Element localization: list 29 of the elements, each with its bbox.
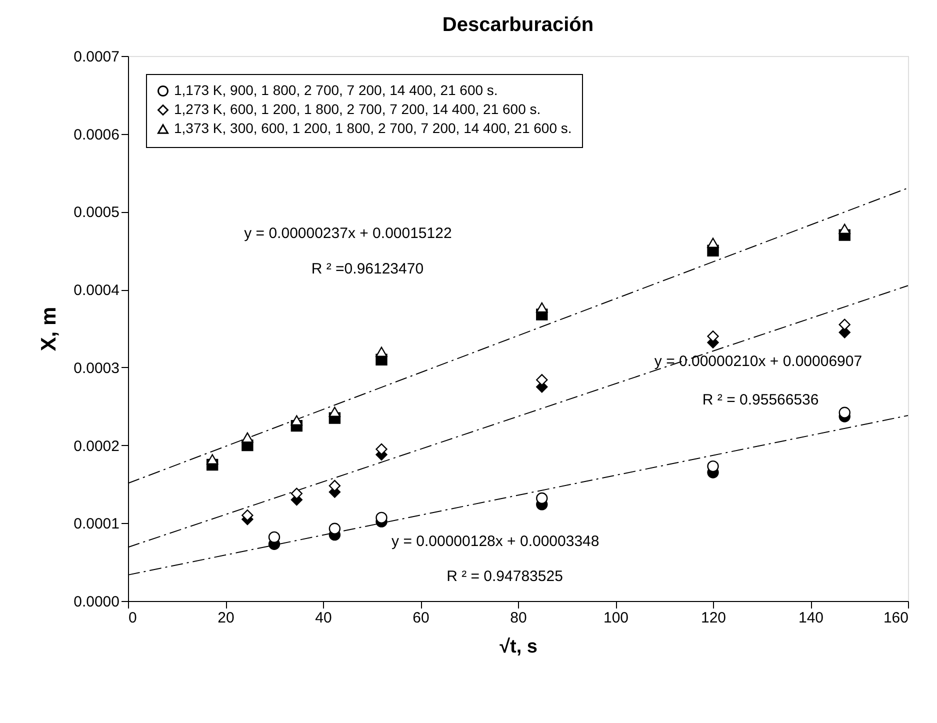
x-tick-label: 40 xyxy=(315,610,332,626)
y-tick-label: 0.0003 xyxy=(74,360,120,377)
y-tick-label: 0.0007 xyxy=(74,48,120,66)
annotation: y = 0.00000237x + 0.00015122 xyxy=(244,225,452,242)
y-tick-label: 0.0006 xyxy=(74,126,120,144)
x-tick-label: 60 xyxy=(412,610,430,626)
x-tick-label: 120 xyxy=(700,610,726,626)
annotation: y = 0.00000128x + 0.00003348 xyxy=(392,533,600,550)
x-tick-label: 160 xyxy=(883,610,908,626)
legend-label: 1,373 K, 300, 600, 1 200, 1 800, 2 700, 7 200, 14 400, 21 600 s. xyxy=(174,120,572,136)
annotation: y = 0.00000210x + 0.00006907 xyxy=(654,353,862,370)
x-tick-label: 80 xyxy=(510,610,527,626)
x-tick-label: 0 xyxy=(128,610,137,626)
annotation: R ² = 0.94783525 xyxy=(446,568,563,585)
chart-title: Descarburación xyxy=(442,14,594,36)
annotation: R ² =0.96123470 xyxy=(311,260,424,278)
y-axis-title: X, m xyxy=(38,306,61,352)
y-tick-label: 0.0001 xyxy=(74,516,120,533)
x-tick-label: 140 xyxy=(798,610,824,626)
x-tick-label: 100 xyxy=(603,610,629,626)
x-axis-title: √t, s xyxy=(500,636,538,658)
y-tick-label: 0.0005 xyxy=(74,204,120,222)
y-tick-label: 0.0000 xyxy=(74,594,120,610)
annotation: R ² = 0.95566536 xyxy=(702,391,819,408)
y-tick-label: 0.0004 xyxy=(74,282,120,300)
y-tick-label: 0.0002 xyxy=(74,438,120,455)
legend-label: 1,173 K, 900, 1 800, 2 700, 7 200, 14 400, 21 600 s. xyxy=(174,82,498,98)
x-tick-label: 20 xyxy=(218,610,234,626)
legend-label: 1,273 K, 600, 1 200, 1 800, 2 700, 7 200, 14 400, 21 600 s. xyxy=(174,101,541,117)
